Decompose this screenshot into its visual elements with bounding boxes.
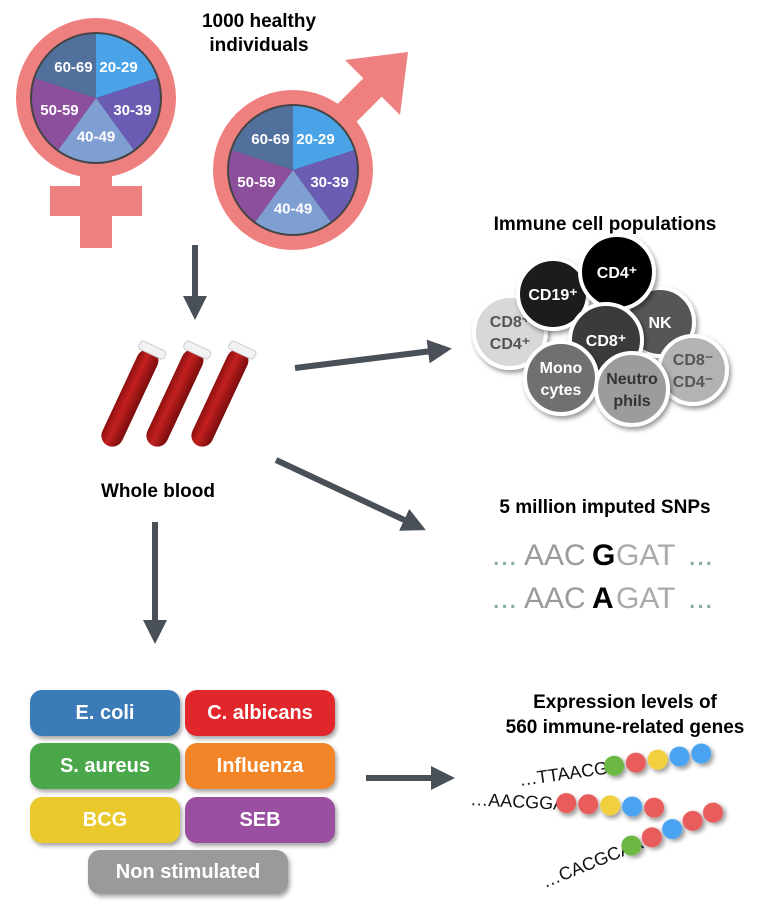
expression-bead xyxy=(641,827,662,848)
immune-cell: Neutro phils xyxy=(594,351,670,427)
pie-slice-30-39 xyxy=(96,78,161,150)
immune-cell: CD4⁺ xyxy=(578,233,656,311)
cell-label: CD4⁻ xyxy=(673,374,713,391)
dots: ... xyxy=(492,582,517,615)
snp-sequence-2: ... AAC A GAT ... xyxy=(492,582,713,615)
expression-bead xyxy=(604,755,625,776)
snp-variant: G xyxy=(592,539,615,572)
expression-title-1: Expression levels of xyxy=(533,692,717,713)
gene-read: …TTAACGG xyxy=(518,743,712,790)
pie-slice-20-29 xyxy=(96,34,157,98)
cell-label: CD19⁺ xyxy=(528,287,577,304)
stimulus-c-albicans: C. albicans xyxy=(185,690,335,736)
expression-bead xyxy=(578,794,599,815)
immune-title: Immune cell populations xyxy=(494,214,717,235)
expression-bead xyxy=(669,746,690,767)
expression-bead xyxy=(682,810,703,831)
cell-label: CD8⁺ xyxy=(586,333,626,350)
immune-cell: Mono cytes xyxy=(523,340,599,416)
age-label: 20-29 xyxy=(296,131,334,148)
pie-slice-40-49 xyxy=(58,98,134,163)
expression-bead xyxy=(621,835,642,856)
stimulus-non-stimulated: Non stimulated xyxy=(88,850,288,894)
expression-title-2: 560 immune-related genes xyxy=(506,717,745,738)
expression-bead xyxy=(691,743,712,764)
expression-bead xyxy=(622,796,643,817)
cell-label: NK xyxy=(648,315,672,332)
seq-pre: AAC xyxy=(524,582,586,615)
stimulus-bcg: BCG xyxy=(30,797,180,843)
age-label: 30-39 xyxy=(310,174,348,191)
expression-bead xyxy=(625,752,646,773)
seq-post: GAT xyxy=(616,582,675,615)
age-label: 60-69 xyxy=(251,131,289,148)
pie-slice-50-59 xyxy=(32,78,96,150)
expression-bead xyxy=(556,793,577,814)
arrow-to-cells xyxy=(294,339,452,371)
expression-bead xyxy=(702,802,723,823)
snps-title: 5 million imputed SNPs xyxy=(499,497,710,518)
expression-bead xyxy=(647,749,668,770)
cell-label: phils xyxy=(613,393,650,410)
expression-bead xyxy=(662,819,683,840)
blood-tubes xyxy=(101,340,257,447)
age-label: 60-69 xyxy=(54,59,92,76)
pie-slice-50-59 xyxy=(229,150,293,222)
expression-bead xyxy=(644,797,665,818)
pie-slice-40-49 xyxy=(255,170,331,235)
stimulus-seb: SEB xyxy=(185,797,335,843)
cell-label: cytes xyxy=(541,382,582,399)
dots: ... xyxy=(688,582,713,615)
seq-pre: AAC xyxy=(524,539,586,572)
cell-label: CD8⁻ xyxy=(673,352,713,369)
seq-post: GAT xyxy=(616,539,675,572)
snp-sequence-1: ... AAC G GAT ... xyxy=(492,539,713,572)
cell-label: CD4⁺ xyxy=(490,336,530,353)
whole-blood-label: Whole blood xyxy=(101,481,215,502)
title-line-1: 1000 healthy xyxy=(202,11,316,32)
gene-read: …AACGGAT xyxy=(470,789,665,818)
male-symbol: 20-29 30-39 40-49 50-59 60-69 xyxy=(213,52,408,250)
arrow-to-snps xyxy=(274,457,426,531)
pie-slice-60-69 xyxy=(232,106,293,170)
age-label: 20-29 xyxy=(99,59,137,76)
age-label: 40-49 xyxy=(77,128,115,145)
cell-label: CD4⁺ xyxy=(597,265,637,282)
dots: ... xyxy=(688,539,713,572)
stimulus-s-aureus: S. aureus xyxy=(30,743,180,789)
cell-label: Mono xyxy=(540,360,583,377)
pie-slice-60-69 xyxy=(35,34,96,98)
expression-bead xyxy=(600,795,621,816)
age-label: 50-59 xyxy=(237,174,275,191)
pie-slice-30-39 xyxy=(293,150,357,222)
age-label: 30-39 xyxy=(113,102,151,119)
age-label: 50-59 xyxy=(40,102,78,119)
pie-slice-20-29 xyxy=(293,106,354,170)
title-line-2: individuals xyxy=(209,35,308,56)
age-label: 40-49 xyxy=(274,200,312,217)
snp-variant: A xyxy=(592,582,614,615)
female-symbol: 20-29 30-39 40-49 50-59 60-69 xyxy=(16,18,176,248)
cell-label: CD8⁺ xyxy=(490,314,530,331)
stimulus-influenza: Influenza xyxy=(185,743,335,789)
dots: ... xyxy=(492,539,517,572)
stimulus-e-coli: E. coli xyxy=(30,690,180,736)
cell-label: Neutro xyxy=(606,371,658,388)
